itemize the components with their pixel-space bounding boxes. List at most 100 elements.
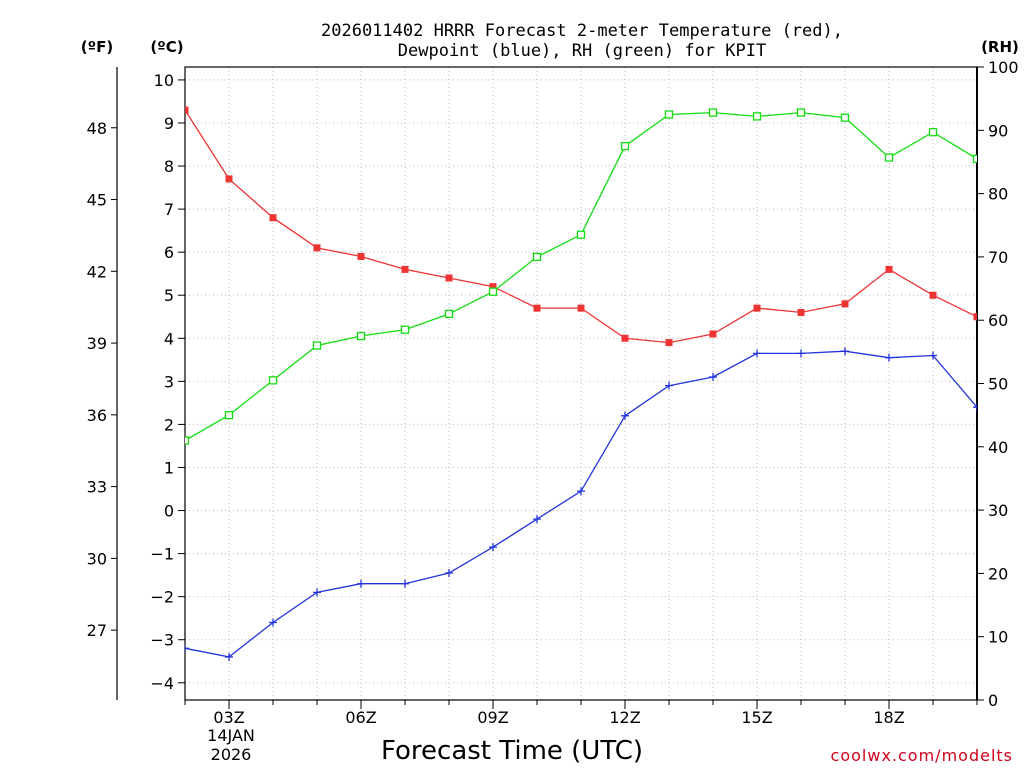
celsius-tick-label: −1 <box>150 545 174 564</box>
dewpoint-point <box>357 579 365 588</box>
rh-point <box>488 287 498 296</box>
rh-point <box>400 325 410 334</box>
x-axis-title: Forecast Time (UTC) <box>381 736 643 766</box>
x-tick-label: 06Z <box>345 708 376 727</box>
rh-tick-label: 70 <box>988 248 1008 267</box>
dewpoint-point <box>709 373 717 382</box>
rh-point <box>356 331 366 341</box>
date-label-day: 14JAN <box>207 726 255 745</box>
fahrenheit-tick-label: 45 <box>87 191 107 210</box>
x-tick-label: 15Z <box>741 708 772 727</box>
rh-point <box>224 410 234 420</box>
rh-point <box>884 153 894 162</box>
fahrenheit-tick-label: 36 <box>87 406 107 425</box>
x-tick-label: 12Z <box>609 708 640 727</box>
date-label-year: 2026 <box>211 745 252 764</box>
rh-tick-label: 0 <box>988 691 998 710</box>
celsius-tick-label: 1 <box>164 458 174 477</box>
rh-tick-label: 40 <box>988 438 1008 457</box>
dewpoint-point <box>401 579 409 588</box>
rh-point <box>840 113 850 122</box>
dewpoint-point <box>929 351 937 360</box>
dewpoint-point <box>225 652 233 661</box>
rh-point <box>185 436 190 445</box>
axes: −4−3−2−101234567891027303336394245480102… <box>87 58 1019 727</box>
temperature-point <box>401 265 409 273</box>
rh-tick-label: 60 <box>988 311 1008 330</box>
temperature-point <box>533 304 541 312</box>
temperature-point <box>313 244 321 252</box>
temperature-point <box>445 274 453 282</box>
fahrenheit-tick-label: 42 <box>87 262 107 281</box>
rh-point <box>796 108 806 117</box>
fahrenheit-tick-label: 33 <box>87 478 107 497</box>
temperature-point <box>797 308 805 316</box>
celsius-tick-label: 4 <box>164 329 174 348</box>
celsius-tick-label: 9 <box>164 114 174 133</box>
dewpoint-point <box>841 347 849 356</box>
temperature-point <box>929 291 937 299</box>
rh-point <box>664 110 674 119</box>
rh-tick-label: 20 <box>988 564 1008 583</box>
dewpoint-point <box>577 487 585 496</box>
dewpoint-point <box>533 515 541 524</box>
rh-tick-label: 30 <box>988 501 1008 520</box>
rh-point <box>532 252 542 262</box>
fahrenheit-tick-label: 27 <box>87 621 107 640</box>
temperature-point <box>665 339 673 347</box>
dewpoint-point <box>313 588 321 597</box>
temperature-point <box>185 106 189 114</box>
rh-point <box>752 112 762 121</box>
credit-text: coolwx.com/modelts <box>831 746 1013 765</box>
chart-title-line-2: Dewpoint (blue), RH (green) for KPIT <box>398 41 766 61</box>
temperature-point <box>885 265 893 273</box>
temperature-point <box>225 175 233 183</box>
rh-unit-label: (RH) <box>981 38 1019 56</box>
temperature-point <box>577 304 585 312</box>
rh-point <box>576 230 586 239</box>
x-tick-label: 18Z <box>873 708 904 727</box>
dewpoint-point <box>797 349 805 358</box>
temperature-point <box>709 330 717 338</box>
celsius-tick-label: 7 <box>164 200 174 219</box>
celsius-tick-label: 5 <box>164 286 174 305</box>
temperature-point <box>753 304 761 312</box>
celsius-unit-label: (ºC) <box>150 38 183 56</box>
celsius-tick-label: 8 <box>164 157 174 176</box>
celsius-tick-label: 3 <box>164 372 174 391</box>
temperature-point <box>841 300 849 308</box>
rh-point <box>972 154 977 163</box>
rh-tick-label: 90 <box>988 121 1008 140</box>
chart-title-line-1: 2026011402 HRRR Forecast 2-meter Tempera… <box>321 21 843 41</box>
celsius-tick-label: 10 <box>154 71 174 90</box>
temperature-point <box>621 334 629 342</box>
rh-point <box>620 141 630 151</box>
celsius-tick-label: 2 <box>164 415 174 434</box>
dewpoint-point <box>269 618 277 627</box>
temperature-point <box>489 283 497 291</box>
rh-tick-label: 80 <box>988 185 1008 204</box>
dewpoint-point <box>665 381 673 390</box>
celsius-tick-label: −2 <box>150 588 174 607</box>
rh-tick-label: 50 <box>988 375 1008 394</box>
rh-point <box>928 128 938 137</box>
dewpoint-point <box>885 353 893 362</box>
x-tick-label: 09Z <box>477 708 508 727</box>
dewpoint-point <box>185 644 189 653</box>
dewpoint-point <box>489 543 497 552</box>
fahrenheit-tick-label: 48 <box>87 119 107 138</box>
fahrenheit-tick-label: 39 <box>87 334 107 353</box>
rh-point <box>444 309 454 319</box>
rh-tick-label: 100 <box>988 58 1019 77</box>
dewpoint-point <box>445 568 453 577</box>
dewpoint-point <box>621 411 629 420</box>
rh-point <box>312 341 322 350</box>
rh-point <box>268 376 278 385</box>
temperature-point <box>357 252 365 260</box>
rh-point <box>708 108 718 117</box>
temperature-point <box>269 214 277 222</box>
celsius-tick-label: −3 <box>150 631 174 650</box>
celsius-tick-label: 0 <box>164 502 174 521</box>
celsius-tick-label: 6 <box>164 243 174 262</box>
